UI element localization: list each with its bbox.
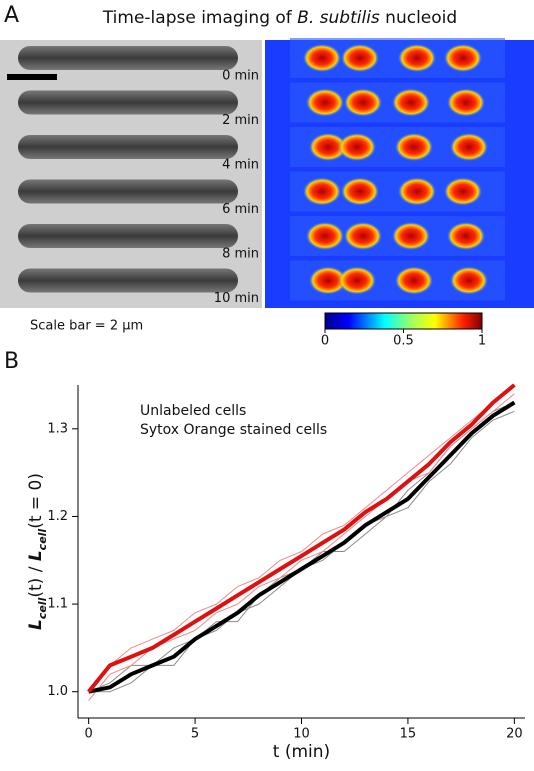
nucleoid (395, 266, 433, 295)
cell (18, 268, 238, 293)
legend-entry: Unlabeled cells (140, 403, 246, 419)
nucleoid (447, 88, 485, 117)
title-part: Time-lapse imaging of (102, 8, 297, 28)
panel-label: B (4, 349, 19, 374)
cell (18, 46, 238, 70)
time-label: 10 min (214, 291, 259, 306)
colorbar-tick-label: 0.5 (393, 334, 414, 349)
y-axis-label-part: cell (36, 529, 49, 551)
y-axis-label-part: L (26, 619, 46, 630)
scale-bar (7, 74, 57, 80)
cell (18, 90, 238, 115)
nucleoid (392, 222, 430, 250)
nucleoid (309, 266, 347, 295)
x-tick-label: 5 (191, 727, 199, 742)
cell (18, 179, 238, 204)
y-tick-label: 1.0 (47, 684, 68, 699)
colorbar-tick-label: 0 (321, 334, 329, 349)
series-line (88, 400, 516, 694)
panel-label: A (4, 3, 19, 28)
nucleoid (344, 222, 382, 250)
series-line (88, 384, 515, 693)
brightfield-image (0, 40, 262, 308)
nucleoid (395, 133, 433, 161)
panel-title: Time-lapse imaging of B. subtilis nucleo… (102, 8, 457, 28)
nucleoid (306, 222, 344, 250)
nucleoid (444, 44, 482, 72)
legend-entry: Sytox Orange stained cells (140, 422, 327, 438)
nucleoid (303, 177, 341, 206)
x-tick-label: 0 (85, 727, 93, 742)
image-rows: 0 min 2 min 4 min 6 min 8 min 10 min (18, 38, 505, 306)
cell (18, 224, 238, 248)
nucleoid (341, 44, 379, 72)
nucleoid (450, 133, 488, 161)
y-tick-label: 1.1 (47, 597, 68, 612)
cell (18, 135, 238, 159)
nucleoid (444, 177, 482, 206)
y-axis-label-part: cell (36, 597, 49, 619)
x-tick-label: 20 (506, 727, 523, 742)
y-axis-label-part: L (26, 550, 46, 561)
time-label: 8 min (222, 247, 259, 262)
nucleoid (447, 222, 485, 250)
y-tick-label: 1.3 (47, 421, 68, 436)
nucleoid (344, 88, 382, 117)
colorbar (324, 312, 483, 330)
nucleoid (309, 133, 347, 161)
nucleoid (306, 88, 344, 117)
nucleoid (392, 88, 430, 117)
nucleoid (398, 177, 436, 206)
time-label: 6 min (222, 202, 259, 217)
y-axis-label: Lcell(t) / Lcell(t = 0) (26, 473, 49, 630)
series-line (87, 383, 516, 693)
x-tick-label: 15 (400, 727, 417, 742)
x-axis-label: t (min) (273, 742, 330, 762)
nucleoid (450, 266, 488, 295)
nucleoid (303, 44, 341, 72)
x-tick-label: 10 (293, 727, 310, 742)
time-label: 2 min (222, 113, 259, 128)
title-part: B. subtilis (297, 8, 380, 28)
time-label: 4 min (222, 158, 259, 173)
time-label: 0 min (222, 69, 259, 84)
nucleoid (341, 177, 379, 206)
y-axis-label-part: (t) / (26, 561, 46, 597)
scale-note: Scale bar = 2 μm (30, 319, 143, 334)
colorbar-tick-label: 1 (478, 334, 486, 349)
y-axis-label-part: (t = 0) (26, 473, 46, 529)
nucleoid (338, 266, 376, 295)
title-part: nucleoid (380, 8, 457, 28)
nucleoid (398, 44, 436, 72)
nucleoid (338, 133, 376, 161)
y-tick-label: 1.2 (47, 509, 68, 524)
